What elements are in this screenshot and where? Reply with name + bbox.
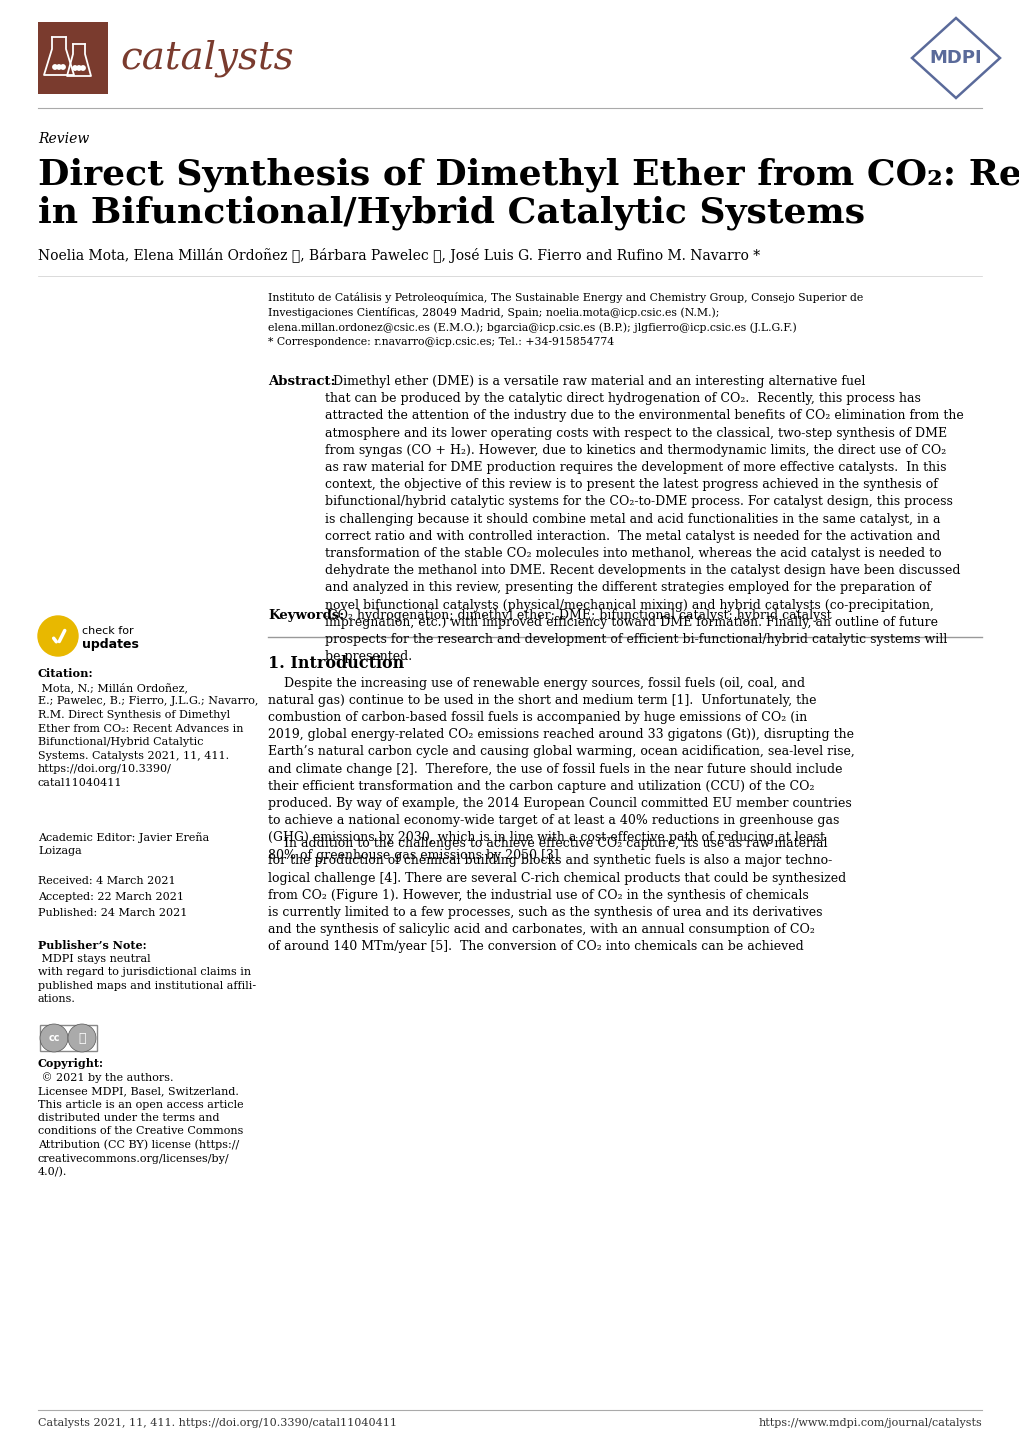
Text: https://www.mdpi.com/journal/catalysts: https://www.mdpi.com/journal/catalysts	[757, 1417, 981, 1428]
Text: 1. Introduction: 1. Introduction	[268, 655, 404, 672]
Text: Investigaciones Científicas, 28049 Madrid, Spain; noelia.mota@icp.csic.es (N.M.): Investigaciones Científicas, 28049 Madri…	[268, 307, 718, 319]
Text: Published: 24 March 2021: Published: 24 March 2021	[38, 908, 187, 919]
Text: elena.millan.ordonez@csic.es (E.M.O.); bgarcia@icp.csic.es (B.P.); jlgfierro@icp: elena.millan.ordonez@csic.es (E.M.O.); b…	[268, 322, 796, 333]
Circle shape	[76, 66, 82, 71]
Text: MDPI: MDPI	[928, 49, 981, 66]
Text: catalysts: catalysts	[120, 39, 293, 76]
Text: Citation:: Citation:	[38, 668, 94, 679]
Circle shape	[81, 66, 86, 71]
Text: updates: updates	[82, 637, 139, 650]
Circle shape	[68, 1024, 96, 1053]
Text: Received: 4 March 2021: Received: 4 March 2021	[38, 875, 175, 885]
Text: Publisher’s Note:: Publisher’s Note:	[38, 940, 147, 952]
Circle shape	[57, 65, 61, 69]
Text: check for: check for	[82, 626, 133, 636]
Text: Copyright:: Copyright:	[38, 1058, 104, 1069]
Text: Direct Synthesis of Dimethyl Ether from CO₂: Recent Advances: Direct Synthesis of Dimethyl Ether from …	[38, 159, 1019, 192]
Text: Noelia Mota, Elena Millán Ordoñez ⓘ, Bárbara Pawelec ⓘ, José Luis G. Fierro and : Noelia Mota, Elena Millán Ordoñez ⓘ, Bár…	[38, 248, 759, 262]
Text: MDPI stays neutral
with regard to jurisdictional claims in
published maps and in: MDPI stays neutral with regard to jurisd…	[38, 955, 256, 1004]
Text: in Bifunctional/Hybrid Catalytic Systems: in Bifunctional/Hybrid Catalytic Systems	[38, 196, 864, 231]
Circle shape	[72, 66, 77, 71]
Circle shape	[53, 65, 57, 69]
Text: CO₂ hydrogenation; dimethyl ether; DME; bifunctional catalyst; hybrid catalyst: CO₂ hydrogenation; dimethyl ether; DME; …	[328, 609, 830, 622]
Text: © 2021 by the authors.
Licensee MDPI, Basel, Switzerland.
This article is an ope: © 2021 by the authors. Licensee MDPI, Ba…	[38, 1071, 244, 1178]
Text: ⓑ: ⓑ	[78, 1031, 86, 1044]
Text: Catalysts 2021, 11, 411. https://doi.org/10.3390/catal11040411: Catalysts 2021, 11, 411. https://doi.org…	[38, 1417, 396, 1428]
Text: Dimethyl ether (DME) is a versatile raw material and an interesting alternative : Dimethyl ether (DME) is a versatile raw …	[325, 375, 963, 663]
Text: * Correspondence: r.navarro@icp.csic.es; Tel.: +34-915854774: * Correspondence: r.navarro@icp.csic.es;…	[268, 337, 613, 348]
Text: Accepted: 22 March 2021: Accepted: 22 March 2021	[38, 893, 183, 903]
Text: Review: Review	[38, 133, 90, 146]
Text: In addition to the challenges to achieve effective CO₂ capture, its use as raw m: In addition to the challenges to achieve…	[268, 838, 846, 953]
Text: Loizaga: Loizaga	[38, 846, 82, 857]
Circle shape	[40, 1024, 68, 1053]
Text: Mota, N.; Millán Ordoñez,
E.; Pawelec, B.; Fierro, J.L.G.; Navarro,
R.M. Direct : Mota, N.; Millán Ordoñez, E.; Pawelec, B…	[38, 682, 258, 787]
Text: Instituto de Catálisis y Petroleoquímica, The Sustainable Energy and Chemistry G: Instituto de Catálisis y Petroleoquímica…	[268, 291, 862, 303]
Circle shape	[38, 616, 77, 656]
Text: Keywords:: Keywords:	[268, 609, 344, 622]
FancyBboxPatch shape	[38, 22, 108, 94]
Text: Academic Editor: Javier Ereña: Academic Editor: Javier Ereña	[38, 832, 209, 842]
Text: cc: cc	[48, 1032, 60, 1043]
Text: Despite the increasing use of renewable energy sources, fossil fuels (oil, coal,: Despite the increasing use of renewable …	[268, 676, 854, 862]
Text: Abstract:: Abstract:	[268, 375, 335, 388]
Circle shape	[61, 65, 65, 69]
